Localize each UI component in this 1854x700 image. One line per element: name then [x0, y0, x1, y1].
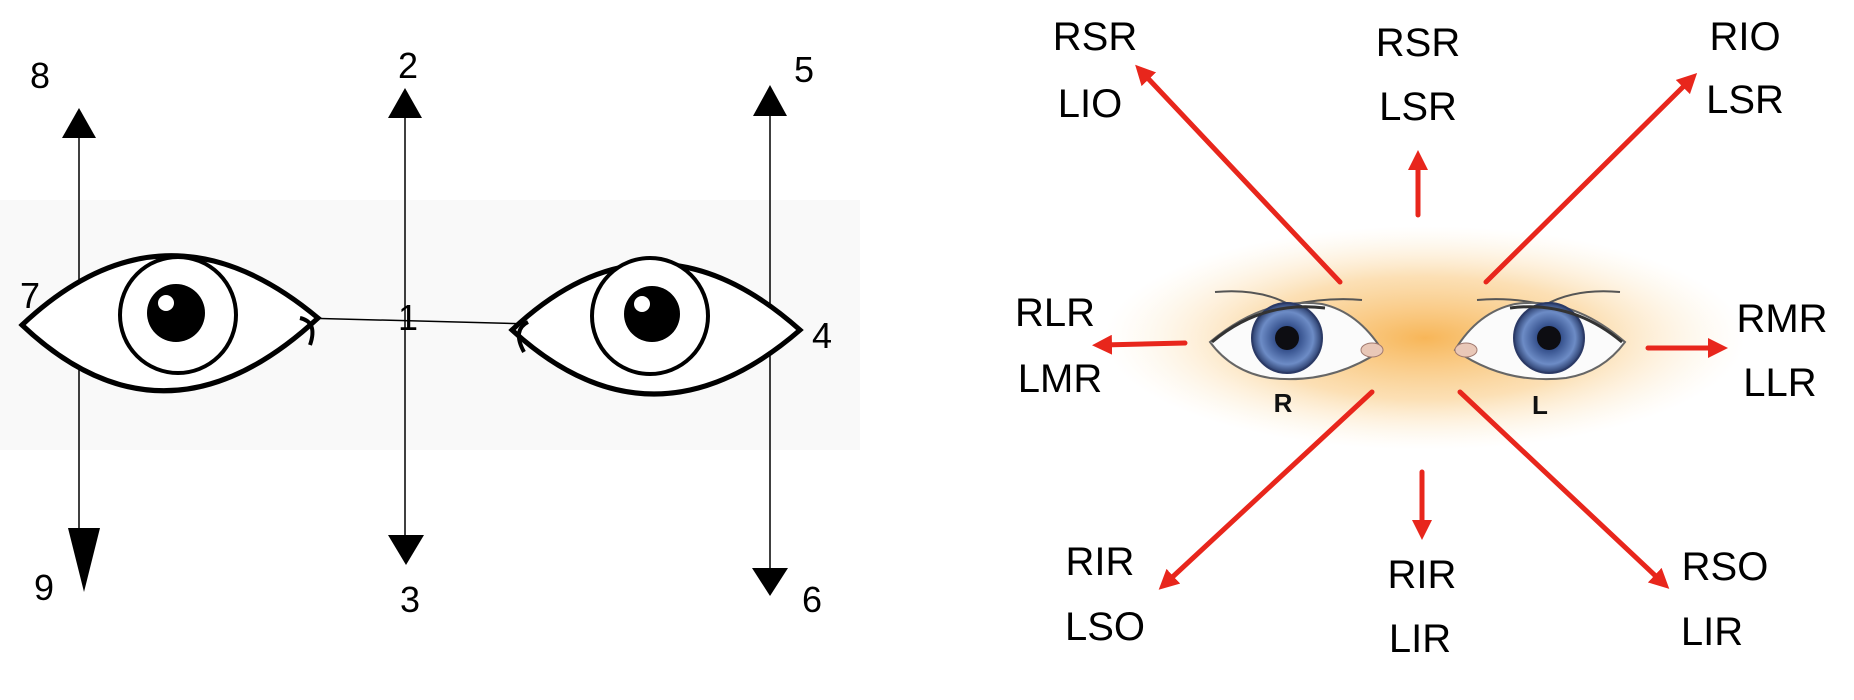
gaze-arrow-down-right: [1158, 389, 1375, 590]
position-label-8: 8: [30, 55, 50, 96]
label-left-line2: LLR: [1743, 361, 1816, 405]
label-down-left-line2: LIR: [1681, 610, 1743, 654]
arrow-down-9-icon: [68, 528, 100, 592]
gaze-arrow-down-left: [1457, 389, 1670, 589]
position-label-2: 2: [398, 45, 418, 86]
label-up-right-line1: RSR: [1053, 15, 1137, 59]
left-eye-illustration: [1453, 290, 1627, 381]
label-up-left: RIO LSR: [1706, 15, 1784, 122]
gaze-arrow-right: [1092, 334, 1188, 355]
nine-positions-diagram: 1 2 3 4 5 6 7 8 9: [0, 45, 860, 620]
extraocular-muscle-diagram: R L RSR LIO RSR LSR RIO LSR RLR LMR: [1015, 15, 1828, 661]
label-down-line1: RIR: [1388, 553, 1457, 597]
label-down-right: RIR LSO: [1065, 540, 1145, 649]
label-up-right-line2: LIO: [1058, 82, 1122, 126]
label-up-line1: RSR: [1376, 21, 1460, 65]
position-label-6: 6: [802, 579, 822, 620]
label-down-right-line1: RIR: [1066, 540, 1135, 584]
label-down-left: RSO LIR: [1681, 545, 1768, 654]
eye-drawing-left: [18, 253, 322, 394]
label-up: RSR LSR: [1376, 21, 1460, 129]
position-label-9: 9: [34, 567, 54, 608]
eye-label-right: R: [1274, 388, 1293, 418]
label-down-left-line1: RSO: [1682, 545, 1769, 589]
position-label-7: 7: [20, 275, 40, 316]
right-eye-illustration: [1208, 290, 1384, 381]
label-right: RLR LMR: [1015, 291, 1102, 401]
glow-background: [1105, 226, 1745, 450]
label-right-line2: LMR: [1018, 357, 1102, 401]
arrow-up-5-icon: [753, 85, 787, 116]
label-up-left-line2: LSR: [1706, 78, 1784, 122]
label-up-left-line1: RIO: [1709, 15, 1780, 59]
position-label-1: 1: [398, 297, 418, 338]
gaze-arrow-up-right: [1135, 64, 1343, 285]
label-down: RIR LIR: [1388, 553, 1457, 661]
arrow-up-2-icon: [388, 88, 422, 118]
arrow-down-6-icon: [752, 568, 788, 596]
label-down-line2: LIR: [1389, 617, 1451, 661]
eye-label-left: L: [1532, 390, 1548, 420]
label-left-line1: RMR: [1736, 297, 1827, 341]
label-right-line1: RLR: [1015, 291, 1095, 335]
gaze-arrow-up-left: [1483, 72, 1698, 285]
position-label-4: 4: [812, 315, 832, 356]
eye-drawing-right: [508, 256, 804, 397]
label-left: RMR LLR: [1736, 297, 1827, 405]
label-up-right: RSR LIO: [1053, 15, 1137, 126]
arrow-down-3-icon: [388, 535, 424, 565]
position-label-5: 5: [794, 49, 814, 90]
arrow-up-8-icon: [62, 108, 96, 138]
label-up-line2: LSR: [1379, 85, 1457, 129]
position-label-3: 3: [400, 579, 420, 620]
label-down-right-line2: LSO: [1065, 605, 1145, 649]
